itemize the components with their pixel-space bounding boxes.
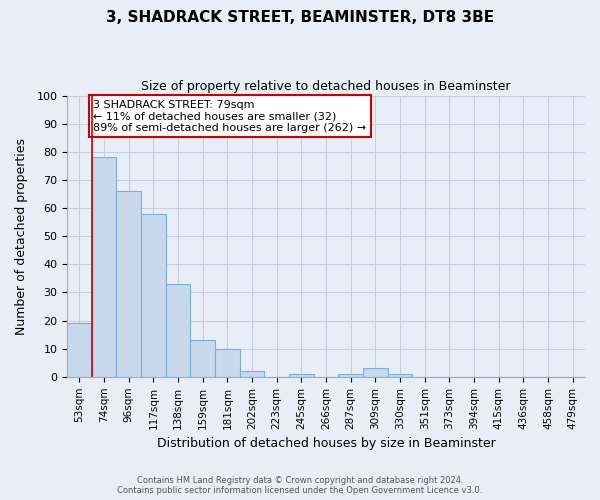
Bar [240, 371, 265, 377]
Bar [338, 374, 363, 377]
Bar [67, 324, 92, 377]
Bar [388, 374, 412, 377]
Y-axis label: Number of detached properties: Number of detached properties [15, 138, 28, 334]
Text: 3 SHADRACK STREET: 79sqm
← 11% of detached houses are smaller (32)
89% of semi-d: 3 SHADRACK STREET: 79sqm ← 11% of detach… [94, 100, 367, 133]
Bar [190, 340, 215, 377]
Bar [92, 158, 116, 377]
Title: Size of property relative to detached houses in Beaminster: Size of property relative to detached ho… [141, 80, 511, 93]
Text: Contains HM Land Registry data © Crown copyright and database right 2024.
Contai: Contains HM Land Registry data © Crown c… [118, 476, 482, 495]
Bar [215, 348, 240, 377]
Text: 3, SHADRACK STREET, BEAMINSTER, DT8 3BE: 3, SHADRACK STREET, BEAMINSTER, DT8 3BE [106, 10, 494, 25]
Bar [166, 284, 190, 377]
Bar [116, 191, 141, 377]
X-axis label: Distribution of detached houses by size in Beaminster: Distribution of detached houses by size … [157, 437, 496, 450]
Bar [289, 374, 314, 377]
Bar [141, 214, 166, 377]
Bar [363, 368, 388, 377]
